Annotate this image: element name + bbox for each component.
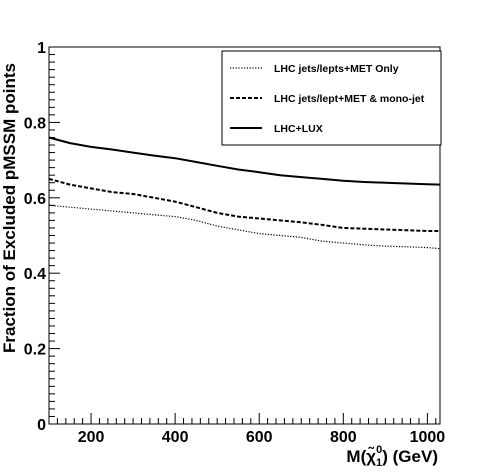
y-tick-label: 0.6 [24, 191, 46, 208]
y-tick-label: 0.8 [24, 115, 46, 132]
series-line [48, 136, 441, 186]
x-tick-label: 200 [78, 429, 105, 446]
x-axis-title-sup: 0 [376, 444, 382, 456]
series-line [48, 204, 441, 250]
x-axis: 200 400 600 800 1000 [48, 413, 446, 446]
y-axis: 0 0.2 0.4 0.6 0.8 1 [24, 40, 60, 434]
series-layer [48, 136, 441, 250]
series-line [48, 177, 440, 232]
legend-label: LHC jets/lepts+MET Only [274, 63, 399, 75]
y-tick-label: 0.4 [24, 266, 46, 283]
x-tick-label: 1000 [410, 429, 446, 446]
x-axis-title-main: M(χ̃ [346, 446, 376, 466]
x-axis-title-suffix: ) (GeV) [382, 447, 438, 466]
x-tick-label: 800 [330, 429, 357, 446]
y-tick-label: 0.2 [24, 342, 46, 359]
x-axis-title: M(χ̃10) (GeV) [346, 444, 438, 469]
x-tick-label: 600 [246, 429, 273, 446]
legend-label: LHC jets/lept+MET & mono-jet [274, 93, 425, 105]
y-tick-label: 0 [37, 417, 46, 434]
y-axis-title: Fraction of Excluded pMSSM points [0, 63, 19, 353]
legend-box [221, 50, 442, 146]
legend: LHC jets/lepts+MET Only LHC jets/lept+MET… [221, 50, 442, 146]
legend-label: LHC+LUX [274, 123, 323, 135]
x-tick-label: 400 [162, 429, 189, 446]
x-axis-title-sub: 1 [376, 457, 382, 469]
y-tick-label: 1 [37, 40, 46, 57]
